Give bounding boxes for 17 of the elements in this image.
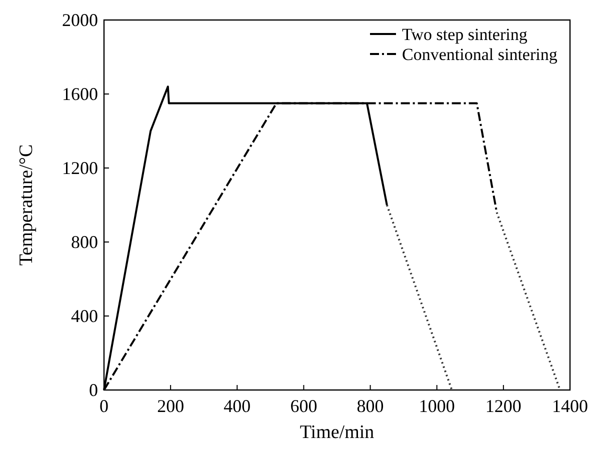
x-axis-title: Time/min xyxy=(300,422,375,443)
y-axis-title: Temperature/°C xyxy=(16,144,37,266)
legend-label: Conventional sintering xyxy=(402,45,558,64)
x-tick-label: 1400 xyxy=(552,396,588,416)
x-tick-label: 600 xyxy=(290,396,318,416)
x-tick-label: 1000 xyxy=(418,396,455,416)
x-tick-label: 400 xyxy=(224,396,251,416)
x-tick-label: 1200 xyxy=(485,396,522,416)
y-tick-label: 1200 xyxy=(62,158,98,178)
y-tick-label: 2000 xyxy=(62,10,98,30)
y-tick-label: 0 xyxy=(89,380,98,400)
y-tick-label: 400 xyxy=(71,306,98,326)
x-tick-label: 200 xyxy=(157,396,184,416)
x-tick-label: 800 xyxy=(356,396,384,416)
y-tick-label: 800 xyxy=(71,232,98,252)
legend-label: Two step sintering xyxy=(402,25,528,44)
y-tick-label: 1600 xyxy=(62,84,98,104)
